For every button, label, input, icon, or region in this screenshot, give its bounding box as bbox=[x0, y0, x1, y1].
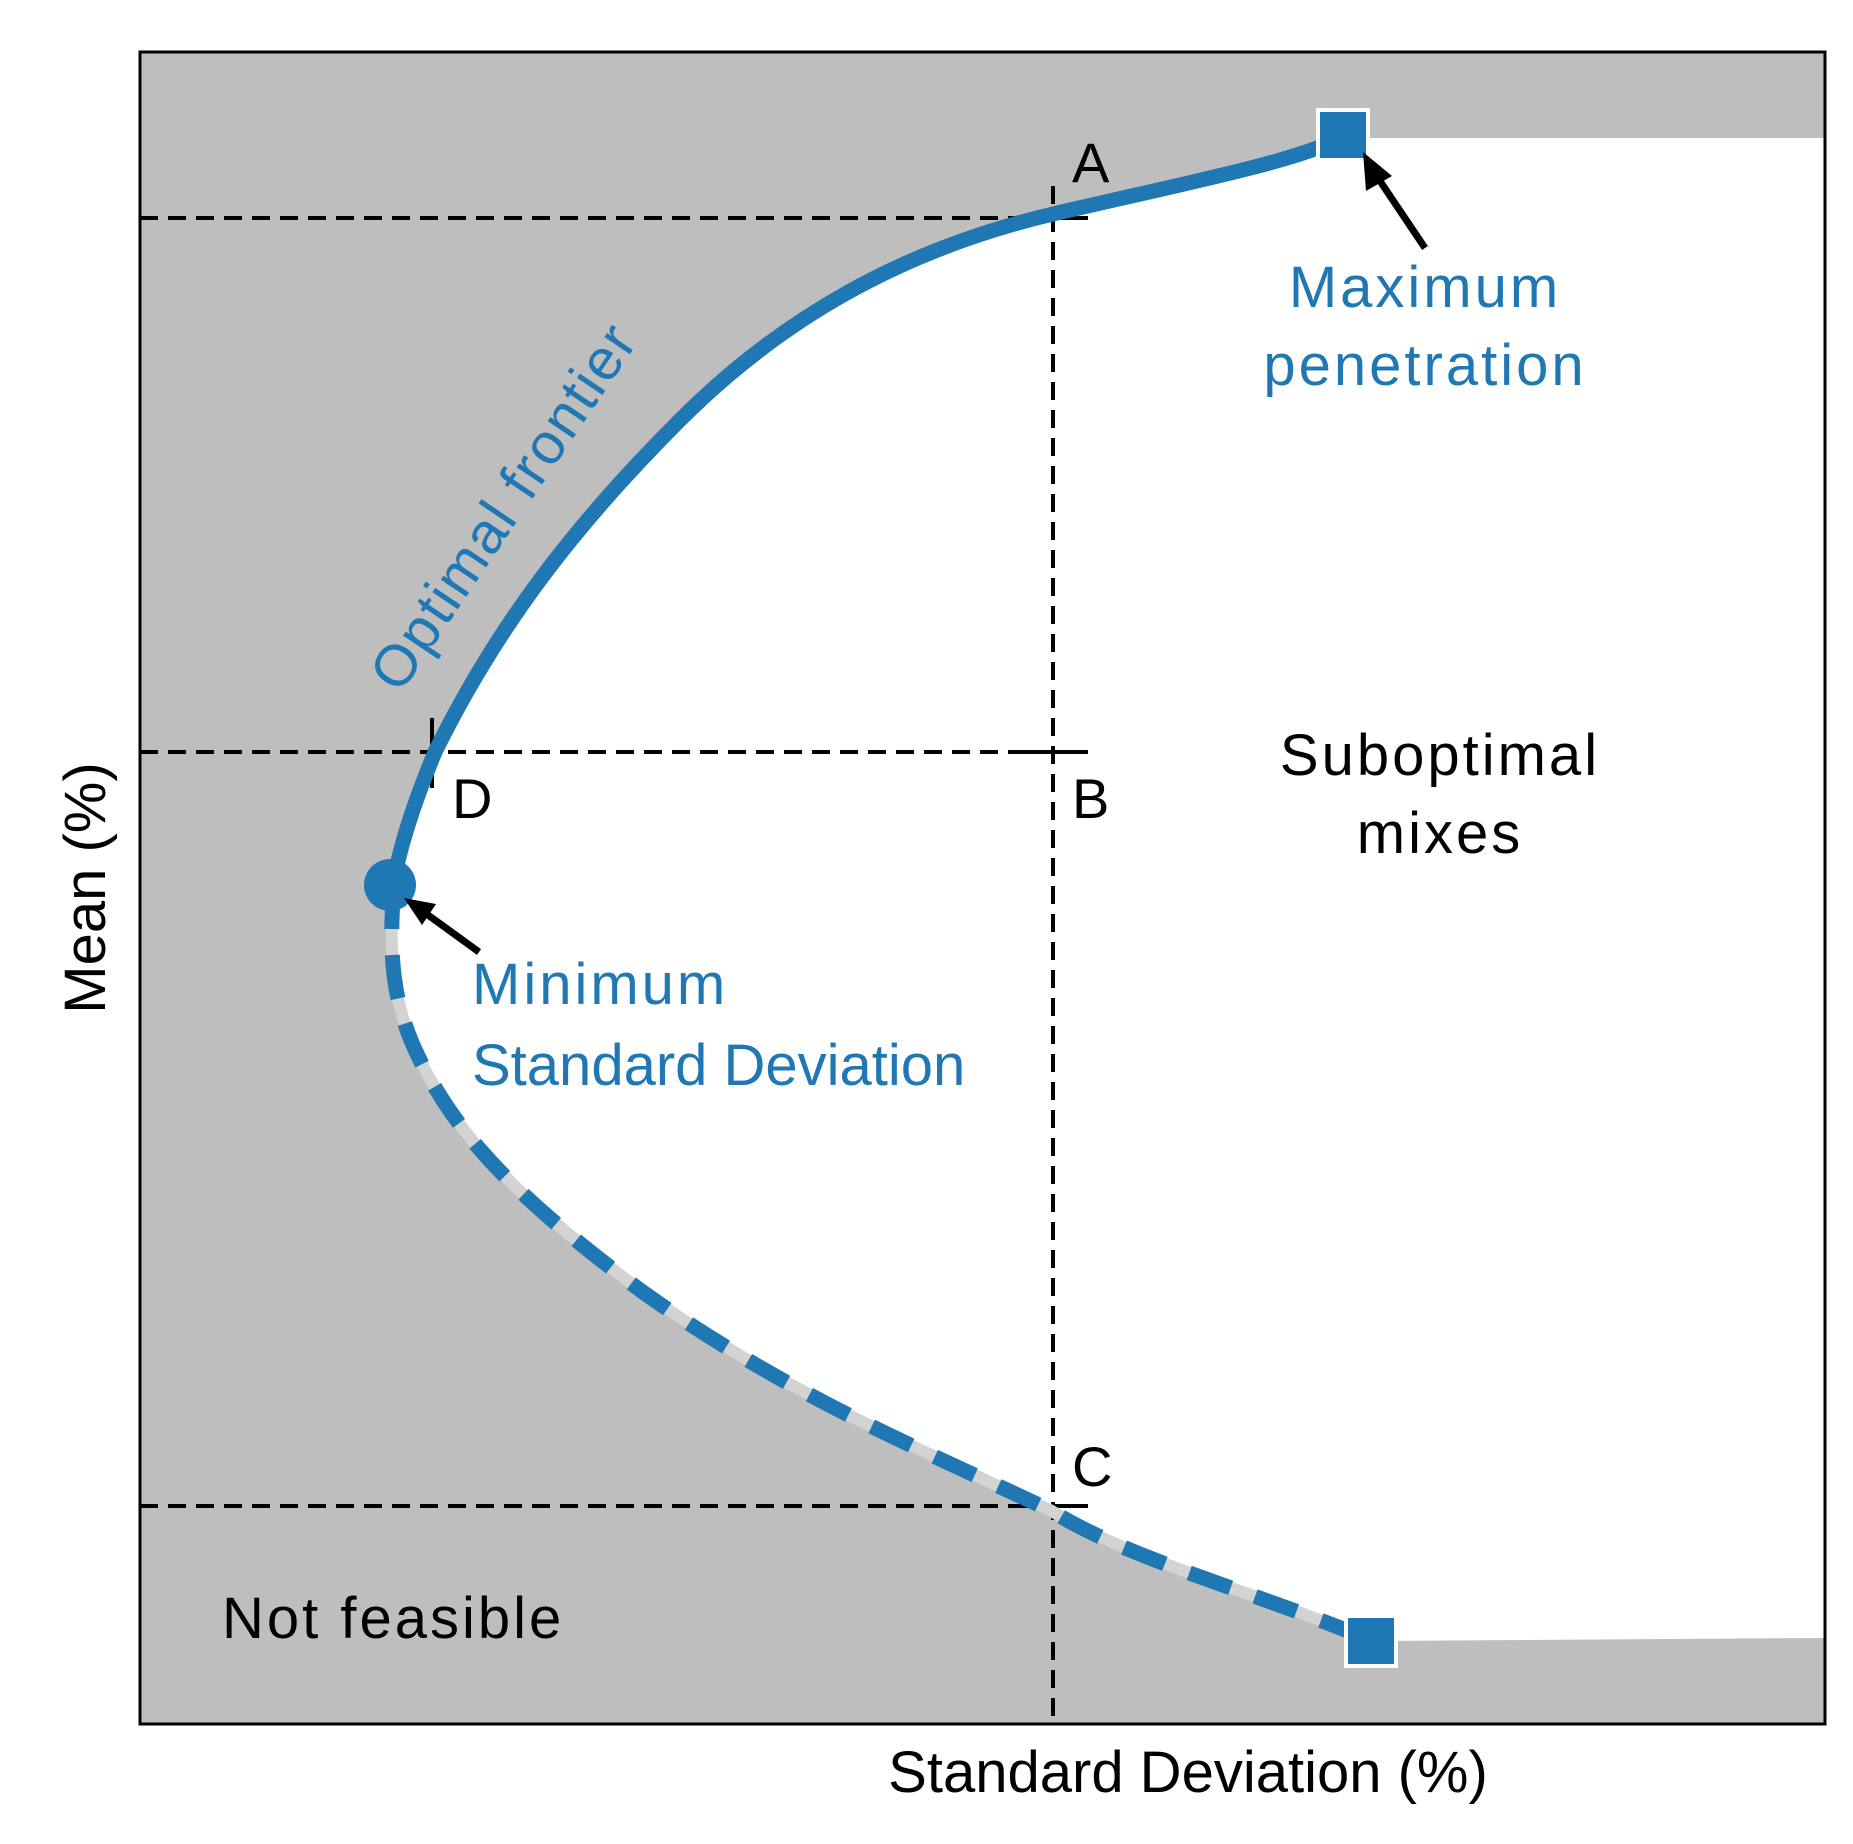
label-point-c: C bbox=[1072, 1435, 1112, 1498]
arrowhead-icon bbox=[1363, 152, 1392, 191]
label-max-penetration-1: Maximum bbox=[1289, 255, 1561, 320]
x-axis-label: Standard Deviation (%) bbox=[888, 1740, 1488, 1805]
label-min-sd-1: Minimum bbox=[472, 952, 728, 1017]
plot-frame bbox=[138, 50, 1827, 1726]
label-point-b: B bbox=[1072, 767, 1109, 830]
lower-end-marker bbox=[1344, 1614, 1398, 1668]
y-axis-label: Mean (%) bbox=[53, 762, 118, 1013]
min-sd-marker bbox=[364, 859, 416, 911]
label-point-d: D bbox=[452, 767, 492, 830]
guide-lines bbox=[140, 186, 1055, 1724]
max-penetration-arrow bbox=[1363, 152, 1428, 250]
label-max-penetration-2: penetration bbox=[1263, 333, 1586, 398]
optimal-frontier-curve bbox=[385, 130, 1348, 893]
label-point-a: A bbox=[1072, 131, 1110, 194]
arrowhead-icon bbox=[404, 898, 436, 925]
label-not-feasible: Not feasible bbox=[222, 1586, 564, 1651]
label-suboptimal-1: Suboptimal bbox=[1280, 723, 1600, 788]
not-feasible-region bbox=[140, 52, 1825, 1724]
lower-frontier-curve bbox=[384, 884, 1376, 1648]
label-suboptimal-2: mixes bbox=[1357, 801, 1523, 866]
max-penetration-marker bbox=[1316, 108, 1370, 162]
min-sd-arrow bbox=[404, 898, 482, 955]
label-min-sd-2: Standard Deviation bbox=[472, 1033, 965, 1098]
